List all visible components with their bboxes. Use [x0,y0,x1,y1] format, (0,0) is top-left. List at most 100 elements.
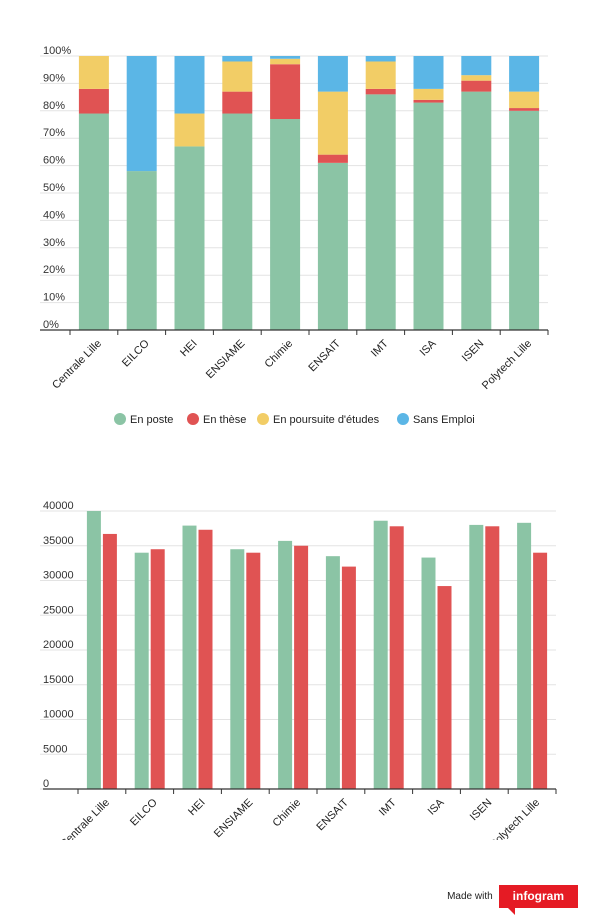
bar-segment-en-these-chimie[interactable] [270,64,301,120]
bar-segment-en-poste-isen[interactable] [461,91,492,331]
bar-series-1-isen[interactable] [469,524,484,789]
bar-segment-en-poste-ensiame[interactable] [222,113,253,330]
bar-segment-en-poursuite-d-etudes-chimie[interactable] [270,58,301,65]
bar-segment-sans-emploi-hei[interactable] [174,56,205,114]
bar-series-1-isa[interactable] [421,557,436,789]
x-tick-label: EILCO [128,796,160,828]
x-tick-label: EILCO [120,337,152,369]
bar-series-2-polytech-lille[interactable] [533,552,548,789]
y-tick-label: 50% [43,182,65,194]
bar-series-2-chimie[interactable] [294,545,309,789]
x-tick-label: Chimie [263,338,296,371]
bar-segment-en-these-centrale-lille[interactable] [78,88,109,114]
x-tick-label: ENSAIT [314,796,351,833]
bar-segment-en-poste-ensait[interactable] [317,162,348,330]
y-tick-label: 15000 [43,674,74,686]
bar-segment-en-these-isa[interactable] [413,99,444,103]
bar-series-2-hei[interactable] [198,529,213,789]
legend-label-en-poursuite-d-etudes[interactable]: En poursuite d'études [273,414,380,426]
legend-label-en-these[interactable]: En thèse [203,414,246,426]
bar-segment-sans-emploi-chimie[interactable] [270,56,301,59]
bar-segment-sans-emploi-imt[interactable] [365,56,396,62]
x-tick-label: ENSIAME [204,338,247,381]
bar-segment-sans-emploi-eilco[interactable] [126,56,157,172]
infogram-logo[interactable]: infogram [498,885,578,915]
bar-segment-en-poursuite-d-etudes-ensiame[interactable] [222,61,253,92]
y-tick-label: 30% [43,237,65,249]
x-tick-label: Centrale Lille [58,797,112,840]
bar-series-1-hei[interactable] [182,525,197,789]
legend-label-en-poste[interactable]: En poste [130,414,173,426]
legend-marker-en-poursuite-d-etudes [257,413,269,425]
bar-series-1-chimie[interactable] [278,540,293,789]
bar-segment-sans-emploi-isen[interactable] [461,56,492,76]
bar-series-1-eilco[interactable] [134,552,149,789]
bar-segment-sans-emploi-polytech-lille[interactable] [509,56,540,92]
bar-segment-en-these-ensait[interactable] [317,154,348,163]
y-tick-label: 80% [43,100,65,112]
bar-segment-en-poursuite-d-etudes-centrale-lille[interactable] [78,56,109,89]
bar-series-2-isa[interactable] [437,586,452,789]
x-tick-label: Polytech Lille [488,797,542,840]
x-tick-label: ISA [418,337,439,358]
bar-segment-en-poursuite-d-etudes-polytech-lille[interactable] [509,91,540,109]
bar-segment-en-poursuite-d-etudes-imt[interactable] [365,61,396,89]
bar-series-1-centrale-lille[interactable] [86,511,101,789]
bar-series-1-ensiame[interactable] [230,549,245,789]
y-tick-label: 40000 [43,500,74,512]
bar-series-1-imt[interactable] [373,520,388,789]
bar-series-1-polytech-lille[interactable] [517,522,532,789]
bar-segment-en-these-imt[interactable] [365,88,396,95]
y-tick-label: 10000 [43,709,74,721]
bar-segment-en-poursuite-d-etudes-ensait[interactable] [317,91,348,155]
x-tick-label: ENSAIT [306,337,343,374]
bar-segment-en-poursuite-d-etudes-isa[interactable] [413,88,444,100]
bar-series-2-imt[interactable] [389,526,404,789]
infogram-logo-text: infogram [512,889,564,903]
bar-segment-en-poste-chimie[interactable] [270,119,301,331]
stacked-percentage-bar-chart: 0% 10% 20% 30% 40% 50% 60% 70% 80% 90% 100% Central… [40,45,549,426]
bar-series-2-eilco[interactable] [150,549,165,789]
made-with-label: Made with [447,891,493,902]
y-tick-label: 90% [43,72,65,84]
bar-segment-en-these-ensiame[interactable] [222,91,253,114]
x-tick-label: ISA [426,796,447,817]
bar-segment-en-poste-isa[interactable] [413,102,444,330]
x-tick-label: Chimie [271,797,304,830]
y-tick-label: 40% [43,209,65,221]
x-tick-label: ENSIAME [212,797,255,840]
bar-segment-en-poste-eilco[interactable] [126,171,157,330]
bar-series-1-ensait[interactable] [325,556,340,789]
bar-segment-en-poste-hei[interactable] [174,146,205,330]
legend-marker-sans-emploi [397,413,409,425]
y-tick-label: 25000 [43,604,74,616]
x-tick-label: HEI [178,338,199,359]
legend-marker-en-poste [114,413,126,425]
bar-segment-en-poste-imt[interactable] [365,94,396,330]
bar-segment-en-poursuite-d-etudes-isen[interactable] [461,75,492,81]
bar-segment-en-these-polytech-lille[interactable] [509,108,540,111]
legend-marker-en-these [187,413,199,425]
y-tick-label: 30000 [43,570,74,582]
bar-series-2-centrale-lille[interactable] [102,533,117,789]
bar-series-2-ensiame[interactable] [246,552,261,789]
y-tick-label: 0% [43,319,59,331]
bar-segment-sans-emploi-isa[interactable] [413,56,444,89]
y-tick-label: 0 [43,778,49,790]
bar-segment-en-poursuite-d-etudes-hei[interactable] [174,113,205,147]
bar-segment-sans-emploi-ensait[interactable] [317,56,348,92]
legend-label-sans-emploi[interactable]: Sans Emploi [413,414,475,426]
x-tick-label: Polytech Lille [480,338,534,392]
footer: Made with infogram [447,885,578,915]
bar-segment-sans-emploi-ensiame[interactable] [222,56,253,62]
x-tick-label: IMT [369,337,391,359]
logo-tail-icon [506,907,515,915]
bar-segment-en-these-isen[interactable] [461,80,492,92]
bar-segment-en-poste-polytech-lille[interactable] [509,110,540,330]
y-tick-label: 5000 [43,743,67,755]
bar-series-2-ensait[interactable] [341,566,356,789]
y-tick-label: 20000 [43,639,74,651]
bar-series-2-isen[interactable] [485,526,500,789]
bar-segment-en-poste-centrale-lille[interactable] [78,113,109,330]
